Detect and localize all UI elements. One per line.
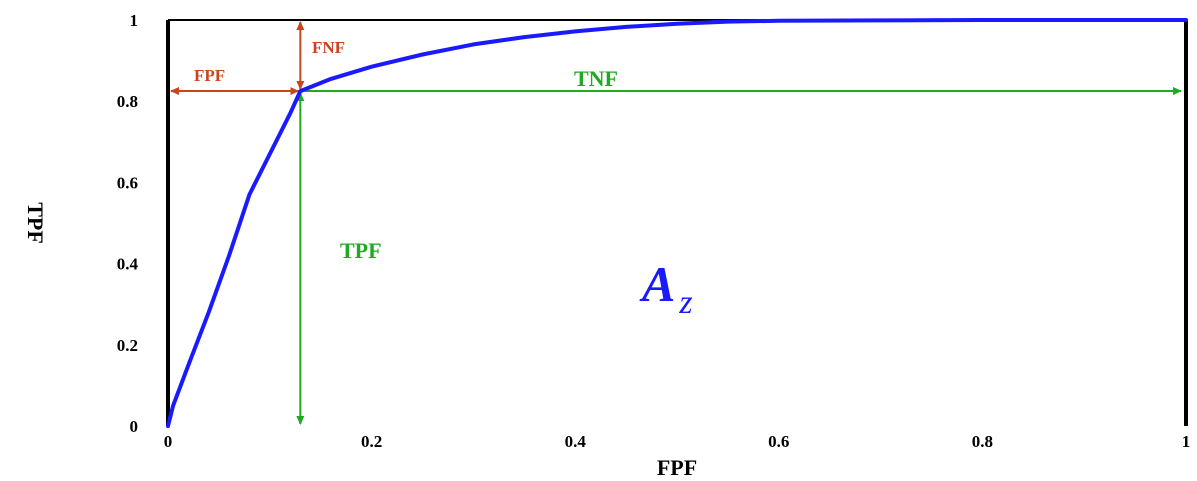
x-tick-label: 0.2 (361, 432, 382, 451)
x-tick-label: 0.8 (972, 432, 993, 451)
y-tick-label: 0 (130, 417, 139, 436)
x-tick-labels: 0 0.2 0.4 0.6 0.8 1 (164, 432, 1191, 451)
y-tick-label: 0.8 (117, 92, 138, 111)
roc-curve-line (166, 18, 1188, 428)
y-tick-labels: 0 0.2 0.4 0.6 0.8 1 (117, 11, 139, 436)
y-tick-label: 0.2 (117, 336, 138, 355)
x-tick-label: 0.4 (565, 432, 587, 451)
x-tick-label: 0.6 (768, 432, 789, 451)
x-axis-title: FPF (657, 455, 697, 480)
area-under-curve-label: A z (639, 256, 693, 321)
tpf-label: TPF (340, 238, 382, 263)
x-tick-label: 0 (164, 432, 173, 451)
x-tick-label: 1 (1182, 432, 1191, 451)
y-axis-title: TPF (23, 202, 48, 244)
y-tick-label: 0.4 (117, 255, 139, 274)
fnf-label: FNF (312, 38, 345, 57)
area-label-main: A (639, 256, 675, 312)
fpf-label: FPF (194, 66, 225, 85)
tnf-label: TNF (574, 66, 618, 91)
y-tick-label: 1 (130, 11, 139, 30)
plot-background (168, 20, 1186, 426)
area-label-subscript: z (678, 284, 692, 321)
y-tick-label: 0.6 (117, 173, 138, 192)
